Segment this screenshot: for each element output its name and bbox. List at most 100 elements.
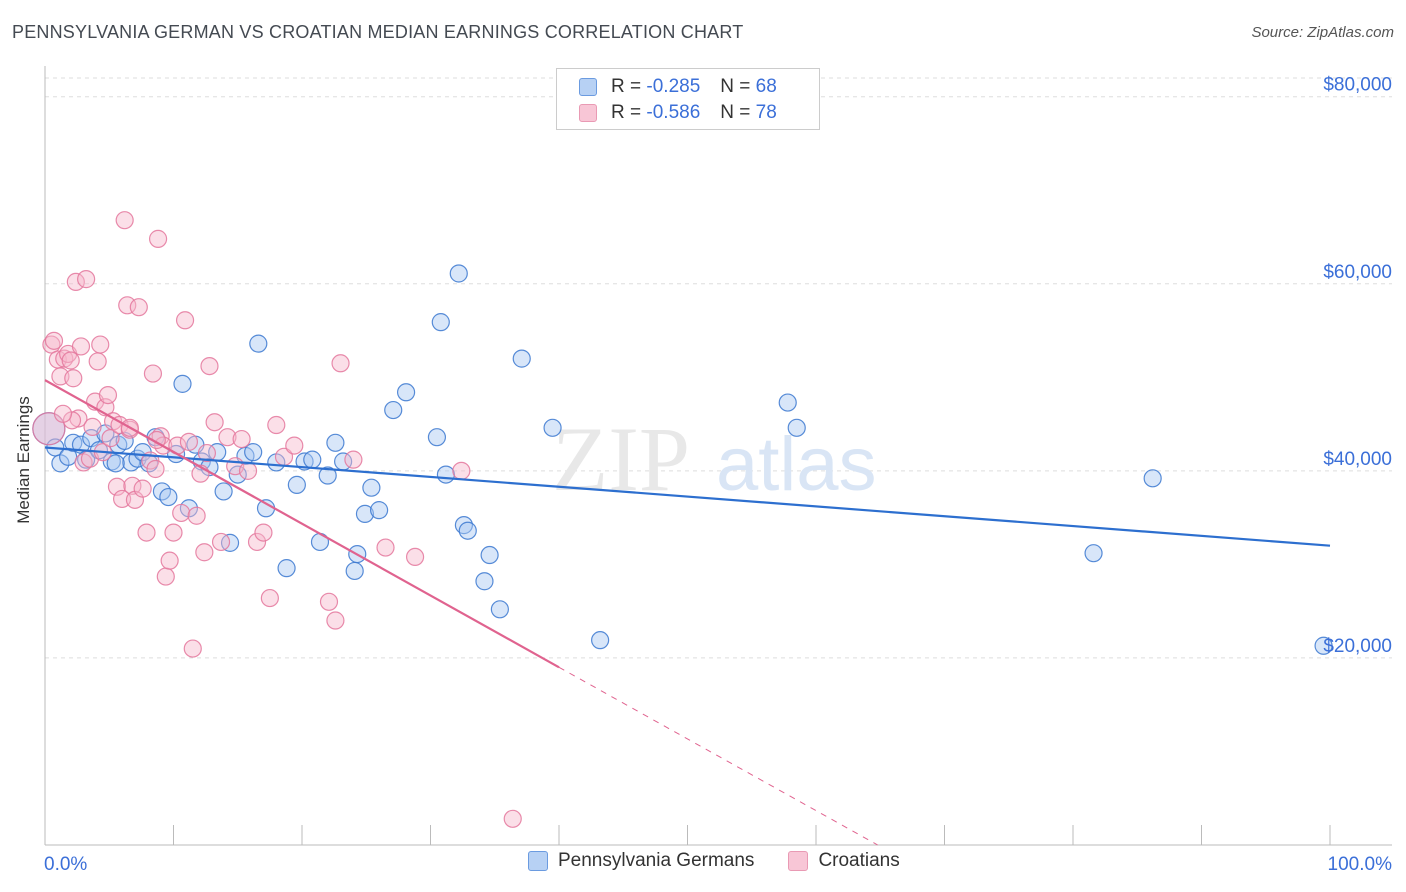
point-pennsylvania-germans [173,374,192,393]
point-pennsylvania-germans [1084,544,1103,563]
point-croatians [61,351,80,370]
point-pennsylvania-germans [1314,636,1333,655]
trend-line-pennsylvania-germans [44,446,1331,547]
point-croatians [146,459,165,479]
x-tick-label: 0.0% [44,854,87,875]
point-croatians [232,429,251,449]
swatch-blue [579,78,597,96]
point-pennsylvania-germans [591,631,610,650]
point-croatians [133,479,152,498]
point-pennsylvania-germans [303,450,322,469]
point-croatians [123,476,142,495]
point-croatians [452,461,471,480]
point-pennsylvania-germans [436,465,456,484]
point-croatians [32,412,66,446]
point-croatians [267,415,286,435]
point-croatians [53,404,73,423]
point-croatians [160,551,179,570]
point-croatians [175,311,195,330]
watermark-zip: ZIP [552,408,690,510]
point-croatians [164,523,183,542]
point-pennsylvania-germans [475,572,494,591]
point-croatians [64,369,83,388]
legend-label: Croatians [818,850,900,871]
point-pennsylvania-germans [326,433,345,452]
point-croatians [326,611,345,630]
point-croatians [376,538,395,557]
legend-item-croatians[interactable]: Croatians [788,850,900,872]
point-croatians [137,523,156,542]
swatch-blue [528,851,548,871]
point-pennsylvania-germans [431,313,450,332]
point-pennsylvania-germans [543,418,562,437]
point-croatians [83,417,102,436]
swatch-pink [788,851,809,871]
point-pennsylvania-germans [244,443,263,462]
point-pennsylvania-germans [249,334,268,353]
point-croatians [195,543,214,562]
x-tick-label: 100.0% [1328,854,1393,875]
y-tick-label: $60,000 [1323,262,1392,283]
point-croatians [112,489,132,509]
point-croatians [172,503,191,523]
tick-labels: $20,000 $40,000 $60,000 $80,000 0.0% 100.0% [44,75,1392,875]
point-pennsylvania-germans [370,501,389,520]
point-croatians [118,296,137,315]
chart-title: PENNSYLVANIA GERMAN VS CROATIAN MEDIAN E… [12,22,744,42]
series-legend: Pennsylvania Germans Croatians [528,850,934,872]
point-croatians [344,450,363,469]
point-pennsylvania-germans [256,499,276,518]
legend-label: Pennsylvania Germans [558,850,755,871]
stats-row-pennsylvania-germans: R = -0.285 N = 68 [579,74,777,100]
point-croatians [183,639,202,658]
point-croatians [156,567,175,586]
n-value: 78 [755,102,777,123]
point-pennsylvania-germans [214,482,233,501]
point-croatians [197,443,217,463]
stats-legend: R = -0.285 N = 68 R = -0.586 N = 78 [556,68,820,130]
point-croatians [260,588,279,608]
trend-line-croatians-extension [558,666,878,846]
point-pennsylvania-germans [490,600,509,619]
point-croatians [319,592,339,611]
point-croatians [66,272,85,292]
point-croatians [143,364,163,383]
point-croatians [110,415,129,435]
point-pennsylvania-germans [287,475,306,494]
gridlines [45,77,1392,659]
point-pennsylvania-germans [396,383,416,402]
source-label: Source: ZipAtlas.com [1251,24,1394,41]
point-croatians [187,506,206,525]
point-pennsylvania-germans [277,559,296,578]
y-tick-label: $20,000 [1323,636,1392,657]
watermark: ZIP atlas [552,408,877,510]
point-pennsylvania-germans [318,466,337,485]
point-pennsylvania-germans [778,393,797,412]
point-pennsylvania-germans [355,504,375,523]
r-value: -0.285 [646,76,701,97]
point-pennsylvania-germans [345,561,364,581]
r-label: R = [611,102,642,123]
point-croatians [205,413,224,432]
point-croatians [200,356,219,376]
point-pennsylvania-germans [458,521,477,540]
point-croatians [503,809,522,828]
trend-lines [44,379,1331,846]
point-pennsylvania-germans [449,264,468,283]
point-croatians [218,428,237,447]
point-croatians [247,532,267,552]
point-croatians [254,523,273,542]
r-value: -0.586 [646,102,701,123]
point-pennsylvania-germans [384,400,403,420]
point-croatians [71,337,91,356]
y-tick-label: $40,000 [1323,449,1392,470]
r-label: R = [611,76,642,97]
legend-item-pennsylvania-germans[interactable]: Pennsylvania Germans [528,850,754,872]
point-pennsylvania-germans [1143,469,1162,488]
point-croatians [91,335,110,354]
point-croatians [44,331,64,350]
data-points [32,211,1333,828]
point-croatians [62,411,82,430]
point-pennsylvania-germans [427,428,447,447]
